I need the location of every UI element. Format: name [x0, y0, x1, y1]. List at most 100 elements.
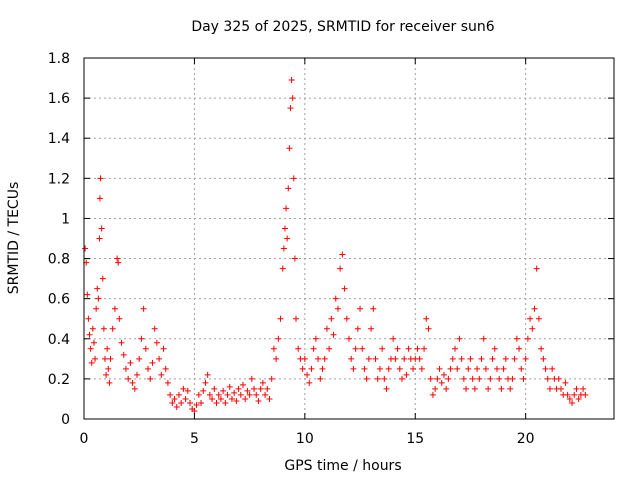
- data-point: [334, 305, 341, 312]
- data-point: [87, 345, 94, 352]
- data-point: [235, 385, 242, 392]
- data-point: [317, 375, 324, 382]
- data-point: [326, 345, 333, 352]
- data-point: [564, 391, 571, 398]
- data-point: [474, 365, 481, 372]
- data-point: [582, 391, 589, 398]
- data-point: [120, 351, 127, 358]
- data-point: [136, 355, 143, 362]
- data-point: [209, 395, 216, 402]
- data-point: [566, 395, 573, 402]
- data-point: [93, 305, 100, 312]
- data-point: [465, 365, 472, 372]
- data-point: [321, 355, 328, 362]
- y-tick-label: 1.4: [48, 131, 70, 147]
- data-point: [147, 375, 154, 382]
- data-point: [359, 345, 366, 352]
- data-point: [337, 265, 344, 272]
- data-point: [283, 205, 290, 212]
- data-point: [469, 375, 476, 382]
- y-tick-label: 0.2: [48, 372, 70, 388]
- data-point: [257, 385, 264, 392]
- data-point: [571, 391, 578, 398]
- data-point: [125, 375, 132, 382]
- y-tick-label: 0.6: [48, 292, 70, 308]
- data-point: [381, 375, 388, 382]
- data-point: [418, 365, 425, 372]
- data-point: [304, 371, 311, 378]
- data-point: [507, 385, 514, 392]
- data-point: [480, 335, 487, 342]
- data-point: [401, 355, 408, 362]
- data-points: [82, 77, 589, 414]
- data-point: [104, 345, 111, 352]
- data-point: [217, 395, 224, 402]
- data-point: [527, 315, 534, 322]
- data-point: [546, 385, 553, 392]
- data-point: [242, 395, 249, 402]
- data-point: [516, 345, 523, 352]
- data-point: [330, 331, 337, 338]
- data-point: [175, 391, 182, 398]
- data-point: [489, 355, 496, 362]
- data-point: [164, 379, 171, 386]
- x-tick-label: 20: [517, 431, 535, 447]
- x-tick-label: 15: [406, 431, 424, 447]
- data-point: [498, 385, 505, 392]
- data-point: [535, 315, 542, 322]
- data-point: [421, 345, 428, 352]
- data-point: [291, 255, 298, 262]
- data-point: [491, 345, 498, 352]
- data-point: [95, 295, 102, 302]
- data-point: [259, 379, 266, 386]
- data-point: [562, 379, 569, 386]
- data-point: [315, 355, 322, 362]
- data-point: [533, 265, 540, 272]
- data-point: [522, 355, 529, 362]
- data-point: [281, 225, 288, 232]
- y-tick-label: 0.4: [48, 332, 70, 348]
- y-tick-label: 1.8: [48, 51, 70, 67]
- data-point: [500, 365, 507, 372]
- data-point: [293, 315, 299, 322]
- data-point: [103, 371, 110, 378]
- data-point: [213, 399, 220, 406]
- y-tick-label: 0: [61, 412, 70, 428]
- data-point: [94, 285, 101, 292]
- y-tick-label: 0.8: [48, 252, 70, 268]
- data-point: [434, 375, 441, 382]
- data-point: [255, 397, 262, 404]
- data-point: [233, 397, 240, 404]
- data-point: [264, 385, 271, 392]
- data-point: [215, 391, 222, 398]
- data-point: [482, 365, 489, 372]
- data-point: [153, 339, 160, 346]
- data-point: [376, 365, 383, 372]
- data-point: [284, 235, 291, 242]
- data-point: [520, 375, 527, 382]
- data-point: [122, 365, 129, 372]
- data-point: [440, 371, 447, 378]
- data-point: [580, 385, 587, 392]
- data-point: [246, 391, 253, 398]
- data-point: [198, 399, 205, 406]
- data-point: [332, 295, 339, 302]
- data-point: [390, 335, 397, 342]
- x-tick-label: 0: [80, 431, 89, 447]
- plot-frame: [83, 57, 615, 420]
- data-point: [463, 385, 470, 392]
- data-point: [286, 145, 293, 152]
- data-point: [96, 195, 103, 202]
- data-point: [301, 355, 308, 362]
- data-point: [280, 245, 287, 252]
- data-point: [228, 395, 235, 402]
- data-point: [162, 365, 169, 372]
- data-point: [379, 345, 386, 352]
- data-point: [220, 387, 227, 394]
- data-point: [449, 355, 456, 362]
- data-point: [518, 365, 525, 372]
- data-point: [328, 315, 335, 322]
- data-point: [224, 391, 231, 398]
- data-point: [454, 365, 461, 372]
- data-point: [542, 365, 549, 372]
